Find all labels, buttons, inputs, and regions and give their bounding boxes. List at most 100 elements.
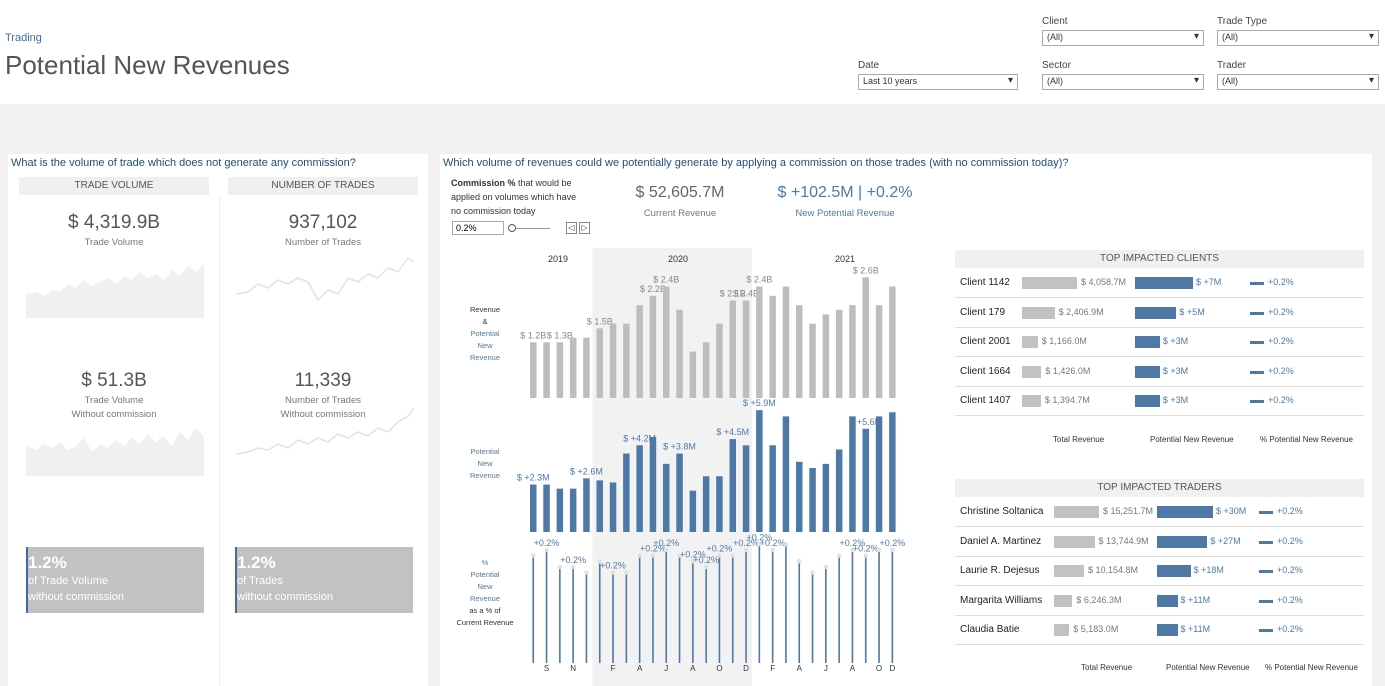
trader-name: Christine Soltanica <box>960 506 1044 517</box>
trader-total-bar <box>1054 565 1084 577</box>
commission-slider-track[interactable] <box>512 228 550 229</box>
client-pot-bar <box>1135 395 1160 407</box>
trader-total-bar <box>1054 594 1073 607</box>
number-of-trades-value: 937,102 <box>288 212 358 233</box>
column-divider <box>219 196 220 686</box>
pct-revenue-dot <box>730 553 735 558</box>
pct-revenue-dot <box>890 547 895 553</box>
pct-revenue-dot <box>624 570 629 575</box>
pct-revenue-bar <box>638 555 641 663</box>
data-label: $ +3.8M <box>663 442 696 452</box>
trader-pct-value: +0.2% <box>1277 624 1303 634</box>
client-pct-bar <box>1250 282 1264 285</box>
data-label: +0.2% <box>733 538 759 548</box>
client-pct-value: +0.2% <box>1268 365 1294 376</box>
revenue-bar <box>756 286 763 398</box>
potential-revenue-bar <box>809 468 816 532</box>
client-row[interactable]: Client 1142 $ 4,058.7M $ +7M +0.2% <box>955 269 1364 298</box>
header-bar: Trading Potential New Revenues Client (A… <box>0 0 1385 104</box>
potential-revenue-bar <box>716 476 723 532</box>
trader-pot-bar <box>1157 624 1178 636</box>
pct-revenue-bar <box>771 549 774 663</box>
commission-input[interactable] <box>452 221 504 235</box>
filter-trade-type: Trade Type (All) <box>1217 16 1379 46</box>
sector-select[interactable]: (All) <box>1042 74 1204 90</box>
potential-revenue-bar <box>742 445 750 532</box>
filter-sector: Sector (All) <box>1042 60 1204 90</box>
pct-revenue-dot <box>770 547 775 553</box>
filter-label: Trade Type <box>1217 16 1268 27</box>
revenue-bar <box>716 323 723 398</box>
pct-revenue-bar <box>811 572 814 663</box>
date-select[interactable]: Last 10 years <box>858 74 1018 90</box>
revenue-bar <box>796 305 803 398</box>
pct-revenue-dot <box>783 542 789 547</box>
decrement-arrow-icon[interactable]: ◁ <box>566 222 577 234</box>
pct-revenue-bar <box>532 555 535 663</box>
pct-revenue-bar <box>678 555 681 663</box>
pct-revenue-dot <box>876 547 882 553</box>
pct-revenue-dot <box>531 553 536 558</box>
trader-select[interactable]: (All) <box>1217 74 1379 90</box>
client-name: Client 2001 <box>960 336 1011 347</box>
revenue-bar <box>689 351 697 398</box>
rl: Potential <box>470 447 500 456</box>
data-label: $ +2.3M <box>517 473 550 483</box>
data-label: +0.2% <box>680 549 706 559</box>
number-of-trades-header: NUMBER OF TRADES <box>228 177 418 195</box>
rl: as a % of <box>469 606 501 615</box>
client-pot-bar <box>1135 336 1160 348</box>
client-row[interactable]: Client 179 $ 2,406.9M $ +5M +0.2% <box>955 299 1364 328</box>
pct-trade-volume-line1: of Trade Volume <box>28 575 109 587</box>
trader-pot-bar <box>1157 506 1213 518</box>
trader-row[interactable]: Claudia Batie $ 5,183.0M $ +11M +0.2% <box>955 616 1364 645</box>
data-label: +0.2% <box>600 561 626 571</box>
trader-row[interactable]: Margarita Williams $ 6,246.3M $ +11M +0.2% <box>955 587 1364 616</box>
month-tick-label: A <box>690 664 696 673</box>
client-row[interactable]: Client 1664 $ 1,426.0M $ +3M +0.2% <box>955 358 1364 387</box>
pct-revenue-dot <box>677 553 682 558</box>
top-traders-header: TOP IMPACTED TRADERS <box>955 479 1364 497</box>
trade-type-select[interactable]: (All) <box>1217 30 1379 46</box>
client-total-bar <box>1022 395 1041 407</box>
trades-no-commission-value: 11,339 <box>294 370 352 391</box>
revenue-bar <box>822 314 830 398</box>
potential-revenue-bar <box>796 461 803 532</box>
param-text3: no commission today <box>451 206 536 216</box>
commission-slider-handle[interactable] <box>508 224 516 232</box>
pct-trades-card: 1.2% of Trades without commission <box>235 547 413 613</box>
pct-revenue-bar <box>758 544 761 663</box>
trader-name: Daniel A. Martinez <box>960 535 1042 547</box>
potential-revenue-bar <box>702 476 710 532</box>
trader-pct-value: +0.2% <box>1277 535 1303 546</box>
revenue-bar <box>889 286 896 398</box>
client-select[interactable]: (All) <box>1042 30 1204 46</box>
client-pct-value: +0.2% <box>1268 277 1294 287</box>
revenue-bar <box>543 342 550 398</box>
client-pot-bar <box>1135 365 1160 378</box>
client-total-bar <box>1022 306 1055 319</box>
pct-row-label: % Potential New Revenue as a % of Curren… <box>450 557 520 629</box>
trader-row[interactable]: Christine Soltanica $ 15,251.7M $ +30M +0.2… <box>955 498 1364 527</box>
breadcrumb[interactable]: Trading <box>5 32 42 44</box>
increment-arrow-icon[interactable]: ▷ <box>579 222 590 234</box>
revenue-bar <box>729 300 736 398</box>
filter-client: Client (All) <box>1042 16 1204 46</box>
revenue-bar <box>609 323 617 398</box>
pct-revenue-bar <box>891 549 894 663</box>
trader-row[interactable]: Laurie R. Dejesus $ 10,154.8M $ +18M +0.2% <box>955 557 1364 586</box>
pct-revenue-dot <box>850 547 855 553</box>
data-label: +0.2% <box>746 532 772 542</box>
trader-row[interactable]: Daniel A. Martinez $ 13,744.9M $ +27M +0.2% <box>955 528 1364 557</box>
client-row[interactable]: Client 2001 $ 1,166.0M $ +3M +0.2% <box>955 328 1364 357</box>
trader-pot-bar <box>1157 535 1208 548</box>
client-pct-value: +0.2% <box>1268 395 1294 405</box>
revenue-bar <box>569 337 577 398</box>
month-tick-label: D <box>889 664 895 673</box>
client-row[interactable]: Client 1407 $ 1,394.7M $ +3M +0.2% <box>955 387 1364 416</box>
year-2020-band <box>592 248 753 686</box>
revenue-bar <box>862 277 869 398</box>
rl: New <box>477 582 493 591</box>
client-total-bar <box>1022 336 1038 348</box>
trades-no-commission-sparkline <box>236 407 414 455</box>
